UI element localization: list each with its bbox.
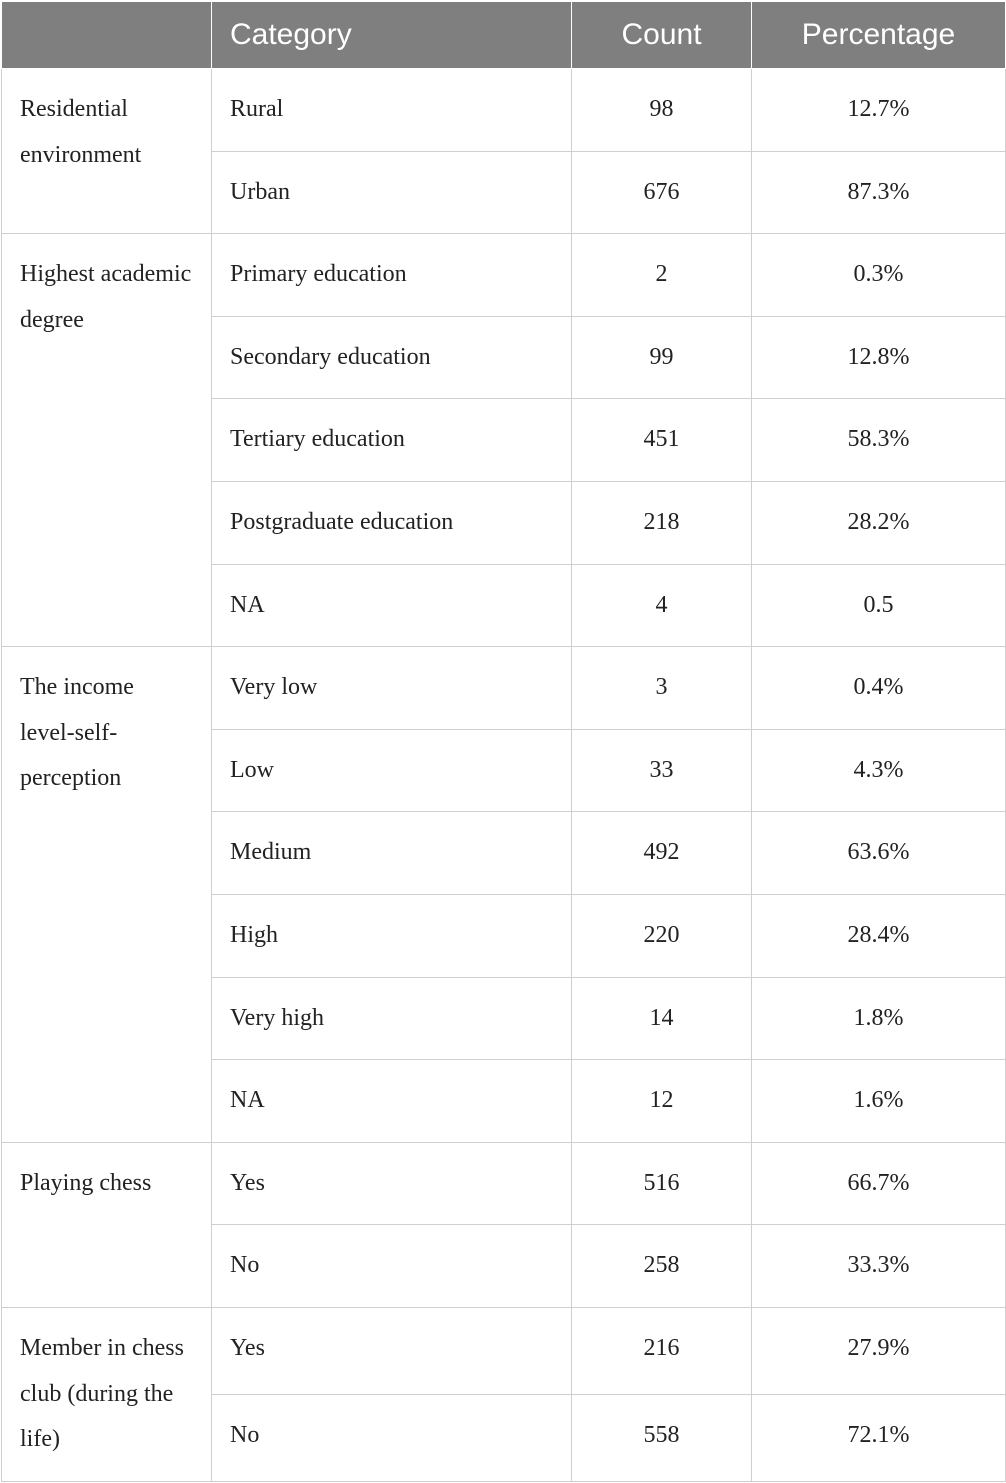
cell-count: 492 [572,812,752,895]
cell-category: Postgraduate education [212,481,572,564]
cell-count: 218 [572,481,752,564]
table-row: The income level-self-perceptionVery low… [2,647,1006,730]
group-label: Member in chess club (during the life) [2,1307,212,1481]
header-category: Category [212,2,572,69]
cell-count: 98 [572,69,752,152]
table-header-row: Category Count Percentage [2,2,1006,69]
cell-percentage: 1.6% [752,1060,1006,1143]
cell-category: Rural [212,69,572,152]
header-count: Count [572,2,752,69]
cell-percentage: 0.5 [752,564,1006,647]
table-row: Residential environmentRural9812.7% [2,69,1006,152]
cell-category: Very low [212,647,572,730]
cell-category: NA [212,564,572,647]
cell-count: 558 [572,1394,752,1481]
cell-category: Medium [212,812,572,895]
cell-category: Secondary education [212,316,572,399]
cell-category: No [212,1394,572,1481]
cell-percentage: 58.3% [752,399,1006,482]
cell-category: Tertiary education [212,399,572,482]
cell-count: 12 [572,1060,752,1143]
cell-percentage: 12.7% [752,69,1006,152]
cell-count: 220 [572,894,752,977]
group-label: The income level-self-perception [2,647,212,1143]
cell-percentage: 4.3% [752,729,1006,812]
cell-count: 3 [572,647,752,730]
cell-category: Very high [212,977,572,1060]
cell-category: High [212,894,572,977]
cell-percentage: 27.9% [752,1307,1006,1394]
table-row: Highest academic degreePrimary education… [2,234,1006,317]
cell-percentage: 63.6% [752,812,1006,895]
cell-percentage: 72.1% [752,1394,1006,1481]
cell-category: Urban [212,151,572,234]
cell-category: Yes [212,1307,572,1394]
header-group [2,2,212,69]
table-row: Playing chessYes51666.7% [2,1142,1006,1225]
cell-percentage: 12.8% [752,316,1006,399]
cell-percentage: 33.3% [752,1225,1006,1308]
cell-percentage: 28.4% [752,894,1006,977]
table-row: Member in chess club (during the life)Ye… [2,1307,1006,1394]
cell-count: 2 [572,234,752,317]
cell-category: Yes [212,1142,572,1225]
cell-category: Low [212,729,572,812]
cell-category: Primary education [212,234,572,317]
cell-category: No [212,1225,572,1308]
header-percentage: Percentage [752,2,1006,69]
cell-count: 451 [572,399,752,482]
cell-percentage: 87.3% [752,151,1006,234]
cell-percentage: 28.2% [752,481,1006,564]
cell-count: 14 [572,977,752,1060]
cell-percentage: 0.3% [752,234,1006,317]
group-label: Playing chess [2,1142,212,1307]
group-label: Residential environment [2,69,212,234]
cell-count: 258 [572,1225,752,1308]
cell-count: 216 [572,1307,752,1394]
cell-count: 516 [572,1142,752,1225]
cell-percentage: 66.7% [752,1142,1006,1225]
cell-count: 33 [572,729,752,812]
cell-count: 676 [572,151,752,234]
group-label: Highest academic degree [2,234,212,647]
cell-count: 99 [572,316,752,399]
cell-percentage: 1.8% [752,977,1006,1060]
cell-percentage: 0.4% [752,647,1006,730]
cell-count: 4 [572,564,752,647]
demographics-table: Category Count Percentage Residential en… [1,1,1006,1482]
table-body: Residential environmentRural9812.7%Urban… [2,69,1006,1482]
cell-category: NA [212,1060,572,1143]
